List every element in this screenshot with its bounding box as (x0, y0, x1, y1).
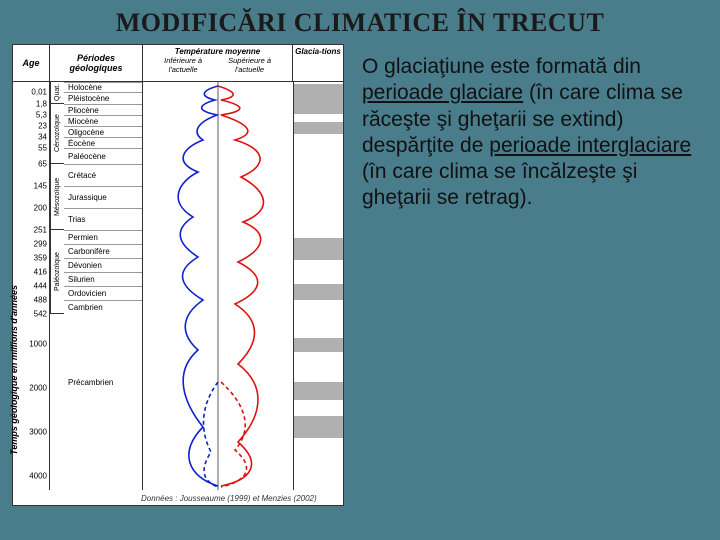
glaciation-bar (294, 122, 343, 134)
era-band: Paléozoïque (50, 230, 64, 314)
period-row: Permien (64, 230, 142, 244)
slide-title: MODIFICĂRI CLIMATICE ÎN TRECUT (0, 0, 720, 38)
period-row: Cambrien (64, 300, 142, 314)
hdr-temp-title: Température moyenne (145, 47, 290, 56)
hdr-temperature: Température moyenne Inférieure à l'actue… (143, 45, 293, 81)
age-tick: 145 (34, 182, 47, 191)
period-row: Oligocène (64, 126, 142, 137)
era-band: Mésozoïque (50, 164, 64, 230)
paragraph-span: O glaciaţiune este formată din (362, 55, 641, 78)
age-tick: 2000 (29, 384, 47, 393)
glaciation-bar (294, 338, 343, 352)
age-tick: 34 (38, 133, 47, 142)
col-temperature (143, 82, 294, 490)
paragraph: O glaciaţiune este formată din perioade … (362, 54, 696, 212)
era-band: Cénozoïque (50, 104, 64, 164)
chart-body: 0,01 1,8 5,3 23 34 55 65 145 200 251 299 359 416 444 4… (13, 82, 343, 490)
chart-source: Données : Jousseaume (1999) et Menzies (… (141, 494, 317, 503)
era-band: Quat. (50, 82, 64, 104)
period-row: Silurien (64, 272, 142, 286)
age-tick: 23 (38, 122, 47, 131)
period-row: Crétacé (64, 164, 142, 186)
age-tick: 416 (34, 268, 47, 277)
period-row: Holocène (64, 82, 142, 92)
age-tick: 359 (34, 254, 47, 263)
col-periods: Quat.CénozoïqueMésozoïquePaléozoïque Holo… (50, 82, 143, 490)
age-tick: 1000 (29, 340, 47, 349)
age-tick: 542 (34, 310, 47, 319)
period-row: Dévonien (64, 258, 142, 272)
text-panel: O glaciaţiune este formată din perioade … (344, 44, 720, 512)
slide: MODIFICĂRI CLIMATICE ÎN TRECUT Temps géo… (0, 0, 720, 540)
period-row: Carbonifère (64, 244, 142, 258)
period-row: Pléistocène (64, 92, 142, 104)
glaciation-bar (294, 238, 343, 260)
period-row: Pliocène (64, 104, 142, 115)
period-row: Trias (64, 208, 142, 230)
age-tick: 488 (34, 296, 47, 305)
hdr-glaciations: Glacia-tions (293, 45, 343, 81)
paragraph-span: (în care clima se încălzeşte şi gheţarii… (362, 160, 637, 209)
age-tick: 0,01 (31, 88, 47, 97)
age-tick: 3000 (29, 428, 47, 437)
age-tick: 65 (38, 160, 47, 169)
period-row: Ordovicien (64, 286, 142, 300)
temperature-curves (143, 82, 293, 490)
hdr-age: Age (13, 45, 50, 81)
age-tick: 5,3 (36, 111, 47, 120)
age-tick: 1,8 (36, 100, 47, 109)
period-row: Précambrien (64, 372, 142, 392)
chart-header: Age Périodes géologiques Température moy… (13, 45, 343, 82)
period-row: Éocène (64, 137, 142, 148)
age-tick: 444 (34, 282, 47, 291)
glaciation-bar (294, 284, 343, 300)
hdr-temp-sub: Inférieure à l'actuelle Supérieure à l'a… (145, 56, 290, 74)
col-glaciations (294, 82, 343, 490)
age-tick: 55 (38, 144, 47, 153)
hdr-periods: Périodes géologiques (50, 45, 143, 81)
glaciation-bar (294, 416, 343, 438)
age-tick: 299 (34, 240, 47, 249)
paragraph-span: perioade interglaciare (489, 134, 691, 157)
glaciation-bar (294, 382, 343, 400)
hdr-temp-right: Supérieure à l'actuelle (215, 56, 284, 74)
content-row: Temps géologique en millions d'années Ag… (0, 44, 720, 512)
col-age: 0,01 1,8 5,3 23 34 55 65 145 200 251 299 359 416 444 4… (13, 82, 50, 490)
period-row: Paléocène (64, 148, 142, 164)
age-tick: 200 (34, 204, 47, 213)
age-tick: 251 (34, 226, 47, 235)
geologic-chart: Temps géologique en millions d'années Ag… (12, 44, 344, 506)
period-row: Miocène (64, 115, 142, 126)
paragraph-span: perioade glaciare (362, 81, 523, 104)
hdr-temp-left: Inférieure à l'actuelle (151, 56, 215, 74)
glaciation-bar (294, 84, 343, 114)
age-tick: 4000 (29, 472, 47, 481)
period-row: Jurassique (64, 186, 142, 208)
